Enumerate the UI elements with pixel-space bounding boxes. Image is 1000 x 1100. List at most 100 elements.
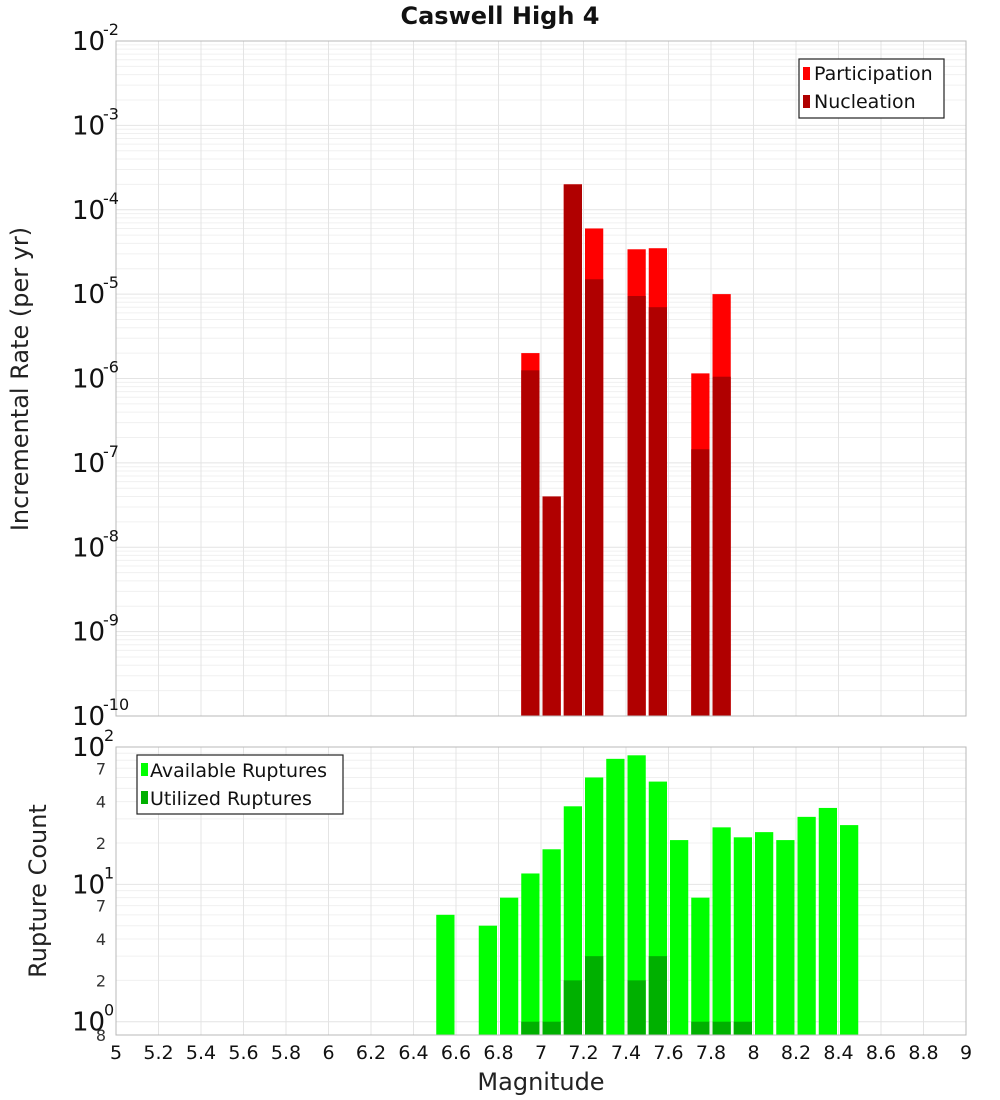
rate-y-tick-exponent: -4 [103, 189, 119, 208]
x-axis-label: Magnitude [477, 1068, 604, 1096]
legend-swatch-nucleation [803, 95, 810, 108]
count-y-tick-exponent: 0 [104, 1001, 114, 1020]
rate-legend-box [798, 58, 945, 119]
available-ruptures-bar [500, 897, 519, 1035]
rate-y-tick-exponent: -10 [103, 695, 129, 714]
available-ruptures-bar [627, 755, 646, 1035]
x-tick-label: 7.2 [568, 1042, 598, 1064]
x-tick-label: 7.8 [696, 1042, 726, 1064]
rate-y-tick-base: 10 [72, 449, 105, 479]
available-ruptures-bar [797, 816, 816, 1035]
available-ruptures-bar [670, 840, 689, 1035]
x-tick-label: 6.4 [398, 1042, 428, 1064]
x-tick-label: 7 [535, 1042, 547, 1064]
x-tick-label: 8.8 [908, 1042, 938, 1064]
x-tick-label: 5 [110, 1042, 122, 1064]
count-y-tick-minor: 7 [96, 897, 106, 916]
rate-y-axis-label: Incremental Rate (per yr) [6, 227, 34, 531]
x-tick-label: 8.4 [823, 1042, 853, 1064]
nucleation-bar [521, 370, 540, 716]
x-tick-label: 8.2 [781, 1042, 811, 1064]
nucleation-bar [563, 184, 582, 717]
nucleation-bar [648, 307, 667, 716]
rate-y-tick-exponent: -5 [103, 273, 119, 292]
rate-y-tick-base: 10 [72, 27, 105, 57]
rate-y-tick: 10-6 [72, 358, 119, 395]
count-y-tick-base: 10 [72, 870, 105, 900]
legend-swatch-utilized [141, 791, 148, 804]
rate-y-tick-exponent: -9 [103, 611, 119, 630]
x-tick-label: 7.4 [611, 1042, 641, 1064]
x-tick-label: 7.6 [653, 1042, 683, 1064]
rate-y-tick-exponent: -6 [103, 358, 119, 377]
rate-plot-frame [115, 40, 967, 717]
available-ruptures-bar [521, 873, 540, 1035]
x-tick-label: 5.6 [228, 1042, 258, 1064]
x-tick-label: 5.2 [143, 1042, 173, 1064]
available-ruptures-bar [712, 827, 731, 1035]
nucleation-bar [712, 376, 731, 716]
available-ruptures-bar [776, 840, 795, 1035]
x-tick-label: 8.6 [866, 1042, 896, 1064]
x-tick-label: 6.6 [441, 1042, 471, 1064]
available-ruptures-bar [733, 837, 752, 1035]
x-tick-label: 5.8 [271, 1042, 301, 1064]
utilized-ruptures-bar [648, 956, 667, 1035]
count-legend: Available Ruptures Utilized Ruptures [136, 754, 344, 815]
utilized-ruptures-bar [585, 956, 604, 1035]
utilized-ruptures-bar [691, 1021, 710, 1035]
rate-legend: Participation Nucleation [798, 58, 945, 119]
available-ruptures-bar [478, 925, 497, 1035]
x-ticks: 5 5.2 5.4 5.6 5.8 6 6.2 6.4 6.6 6.8 7 7.2 7.4 7.6 7.8 8… [110, 1042, 972, 1064]
rate-y-tick-exponent: -8 [103, 526, 119, 545]
rate-y-tick-base: 10 [72, 702, 105, 732]
rate-y-tick-base: 10 [72, 280, 105, 310]
utilized-ruptures-bar [733, 1021, 752, 1035]
x-tick-label: 8 [747, 1042, 759, 1064]
nucleation-bar [542, 496, 561, 716]
rate-y-tick: 10-4 [72, 189, 119, 226]
rate-grid [115, 40, 967, 717]
x-tick-label: 9 [960, 1042, 972, 1064]
utilized-ruptures-bar [563, 980, 582, 1035]
nucleation-bar [627, 296, 646, 716]
rate-y-tick-base: 10 [72, 111, 105, 141]
utilized-ruptures-bar [712, 1021, 731, 1035]
rate-y-tick: 10-8 [72, 526, 119, 563]
rate-y-tick: 10-9 [72, 611, 119, 648]
rate-y-tick-exponent: -7 [103, 442, 119, 461]
rate-y-tick-base: 10 [72, 365, 105, 395]
rate-y-tick: 10-5 [72, 273, 119, 310]
utilized-ruptures-bar [627, 980, 646, 1035]
count-y-tick-minor: 7 [96, 759, 106, 778]
count-y-tick-exponent: 2 [104, 726, 114, 745]
utilized-ruptures-bar [542, 1021, 561, 1035]
chart-title: Caswell High 4 [401, 2, 600, 30]
legend-swatch-available [141, 763, 148, 776]
count-plot-frame [115, 746, 967, 1036]
available-ruptures-bar [542, 849, 561, 1035]
count-y-tick-minor: 2 [96, 971, 106, 990]
count-legend-box [136, 754, 344, 815]
count-y-axis-label: Rupture Count [24, 804, 52, 978]
available-ruptures-bar [691, 897, 710, 1035]
rate-y-tick-exponent: -2 [103, 20, 119, 39]
rate-y-tick-base: 10 [72, 533, 105, 563]
legend-label-participation: Participation [814, 63, 933, 85]
nucleation-bar [691, 449, 710, 716]
count-y-tick-minor: 4 [96, 930, 106, 949]
count-y-tick-base: 10 [72, 733, 105, 763]
available-ruptures-bar [563, 806, 582, 1035]
available-ruptures-bar [436, 914, 455, 1035]
count-y-tick-major: 101 [72, 863, 114, 900]
count-y-tick-minor: 4 [96, 793, 106, 812]
available-ruptures-bar [840, 825, 859, 1035]
rate-y-tick-base: 10 [72, 196, 105, 226]
legend-swatch-participation [803, 67, 810, 80]
x-tick-label: 6.8 [483, 1042, 513, 1064]
